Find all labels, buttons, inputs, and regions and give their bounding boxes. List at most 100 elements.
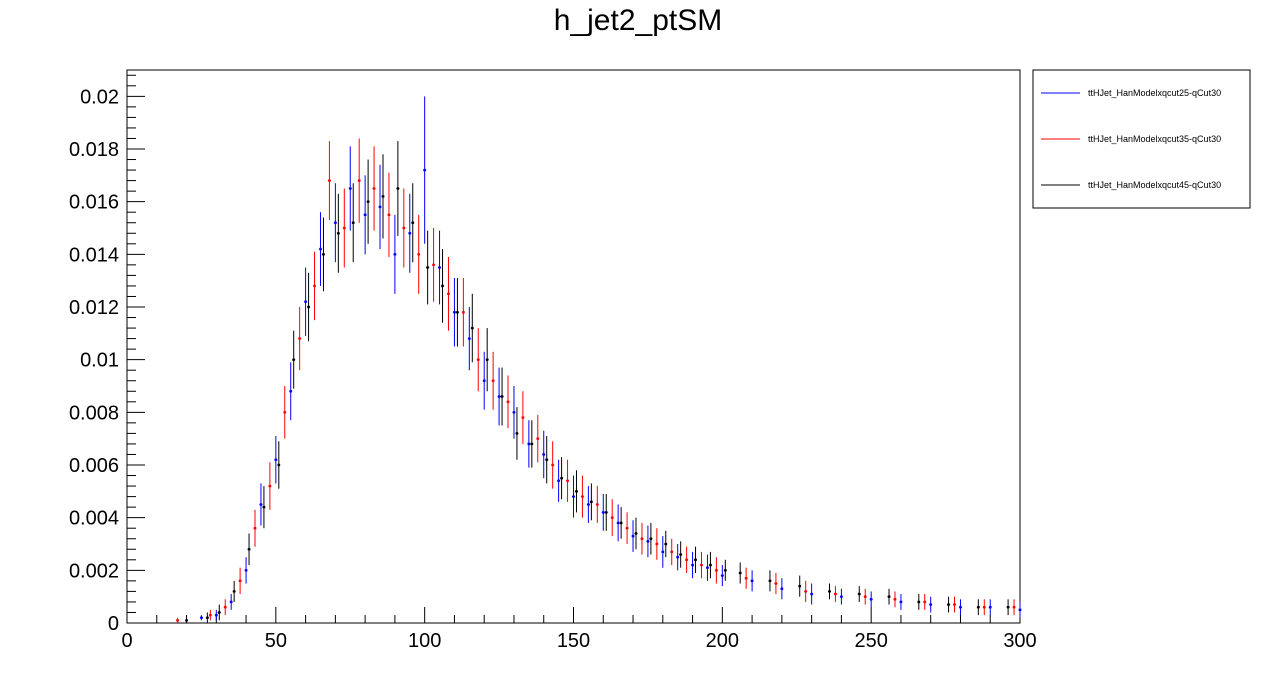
y-tick-label: 0.004 xyxy=(69,508,119,530)
data-marker xyxy=(691,563,694,567)
data-point xyxy=(542,430,546,479)
data-marker xyxy=(685,558,688,561)
data-marker xyxy=(566,479,569,482)
data-marker xyxy=(322,253,325,256)
data-point xyxy=(393,214,397,294)
data-marker xyxy=(206,616,209,619)
data-marker xyxy=(923,600,926,604)
data-point xyxy=(705,554,709,581)
data-point xyxy=(289,362,293,421)
data-marker xyxy=(542,453,545,456)
legend-label: ttHJet_HanModelxqcut35-qCut30 xyxy=(1088,134,1221,144)
data-marker xyxy=(661,550,664,554)
data-point xyxy=(426,230,430,305)
data-marker xyxy=(253,527,257,530)
data-point xyxy=(708,551,712,579)
data-marker xyxy=(670,550,673,554)
data-point xyxy=(342,188,346,268)
data-point xyxy=(512,386,516,439)
data-marker xyxy=(485,358,489,361)
data-point xyxy=(357,138,361,223)
data-marker xyxy=(497,395,501,398)
data-point xyxy=(833,586,837,602)
data-marker xyxy=(664,542,667,546)
data-marker xyxy=(700,563,703,567)
data-marker xyxy=(536,437,539,440)
data-marker xyxy=(983,606,986,609)
data-marker xyxy=(378,205,382,209)
data-marker xyxy=(357,179,361,182)
data-point xyxy=(476,328,480,392)
data-marker xyxy=(477,358,480,361)
data-marker xyxy=(432,263,435,267)
data-marker xyxy=(804,590,807,593)
data-marker xyxy=(209,613,212,617)
data-marker xyxy=(319,247,322,251)
data-marker xyxy=(798,584,801,588)
data-point xyxy=(1018,601,1022,618)
data-point xyxy=(176,617,180,623)
data-marker xyxy=(402,226,406,230)
data-marker xyxy=(363,213,367,217)
data-point xyxy=(482,351,486,410)
x-tick-label: 200 xyxy=(706,630,739,652)
data-point xyxy=(869,591,873,608)
data-marker xyxy=(274,458,278,461)
data-point xyxy=(917,594,921,610)
data-marker xyxy=(381,195,385,198)
data-marker xyxy=(590,500,593,504)
x-tick-label: 50 xyxy=(265,630,287,652)
data-point xyxy=(685,546,689,573)
data-point xyxy=(217,604,221,621)
data-point xyxy=(720,565,724,587)
data-point xyxy=(438,230,442,305)
y-tick-label: 0.018 xyxy=(69,139,119,161)
data-point xyxy=(274,436,278,484)
data-point xyxy=(515,407,519,460)
data-marker xyxy=(298,337,301,340)
data-point xyxy=(244,557,248,584)
data-point xyxy=(691,551,695,579)
series-1 xyxy=(199,96,1022,621)
data-point xyxy=(694,546,698,573)
data-point xyxy=(857,586,861,602)
data-marker xyxy=(396,187,400,190)
data-marker xyxy=(483,379,486,382)
data-marker xyxy=(304,300,307,303)
data-point xyxy=(432,228,436,302)
data-marker xyxy=(631,534,635,538)
series-2 xyxy=(176,138,1016,623)
data-point xyxy=(601,493,605,531)
data-point xyxy=(863,588,867,605)
data-point xyxy=(827,583,831,600)
y-tick-label: 0.012 xyxy=(69,297,119,319)
plot-frame xyxy=(126,69,1021,624)
data-marker xyxy=(545,458,548,461)
data-marker xyxy=(1012,606,1016,609)
data-point xyxy=(441,249,445,323)
y-tick-label: 0 xyxy=(108,613,119,635)
data-point xyxy=(676,544,680,571)
data-point xyxy=(780,578,784,600)
data-marker xyxy=(453,311,456,314)
data-marker xyxy=(292,358,295,361)
y-tick-label: 0.002 xyxy=(69,560,119,582)
data-marker xyxy=(1006,606,1010,609)
data-marker xyxy=(218,611,221,614)
data-point xyxy=(461,278,465,347)
x-tick-label: 300 xyxy=(1003,630,1036,652)
data-point xyxy=(214,609,218,621)
data-marker xyxy=(423,168,426,172)
data-point xyxy=(664,530,668,558)
data-marker xyxy=(572,495,575,498)
data-point xyxy=(292,330,296,389)
data-point xyxy=(348,146,352,231)
data-marker xyxy=(929,603,932,606)
data-marker xyxy=(989,606,992,609)
data-point xyxy=(723,559,727,581)
data-point xyxy=(417,214,421,294)
data-marker xyxy=(864,595,867,598)
data-point xyxy=(774,572,778,595)
data-point xyxy=(714,557,718,584)
data-marker xyxy=(947,603,950,606)
